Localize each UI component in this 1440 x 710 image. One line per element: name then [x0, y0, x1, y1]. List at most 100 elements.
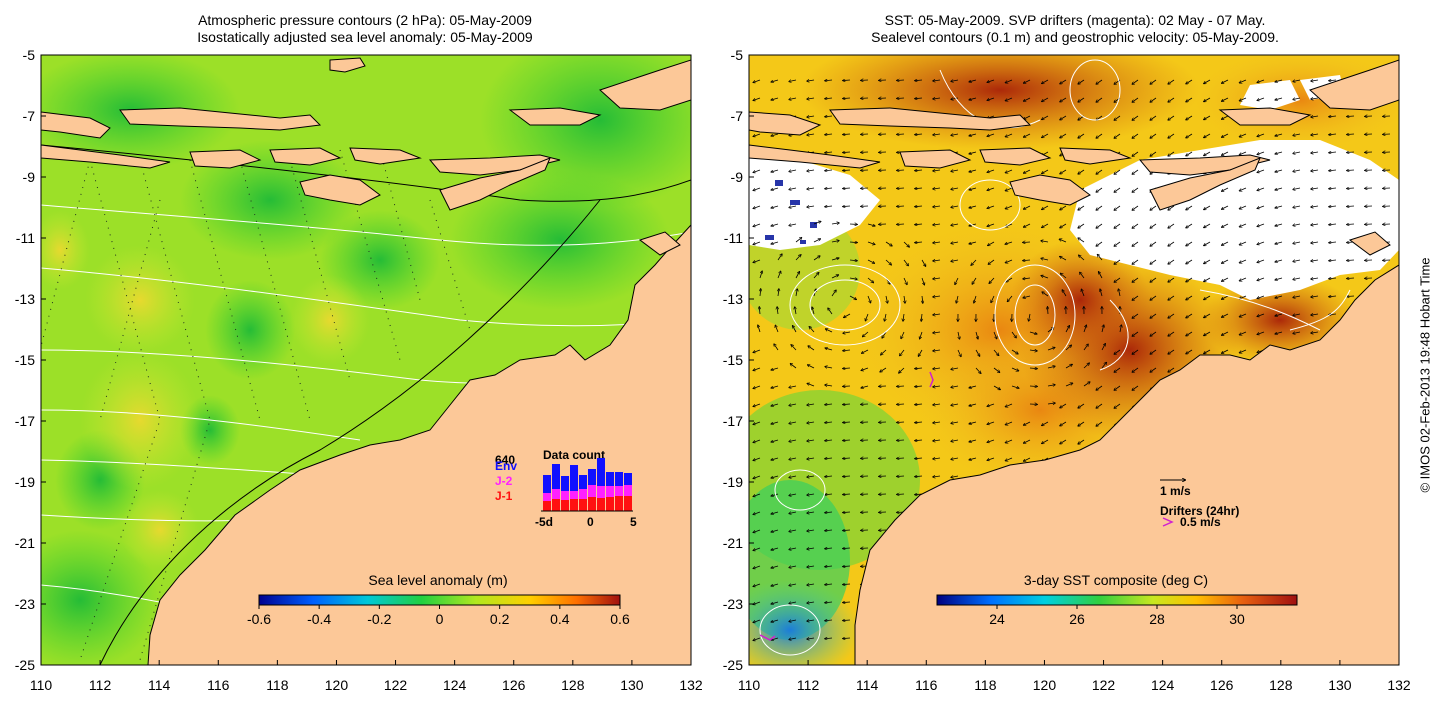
sla-cbtick-3: 0 [436, 611, 444, 627]
sla-colorbar-ticks: -0.6 -0.4 -0.2 0 0.2 0.4 0.6 [247, 605, 630, 627]
data-count-bar [552, 464, 560, 489]
data-count-bar [561, 476, 569, 491]
sealevel-contours [759, 59, 1351, 656]
right-xtick-4: 118 [974, 677, 997, 693]
data-count-bar [588, 497, 596, 511]
right-ytick-6: -17 [723, 413, 743, 429]
right-xtick-8: 126 [1210, 677, 1234, 693]
left-ytick-0: -5 [23, 47, 36, 63]
right-xtick-3: 116 [915, 677, 938, 693]
left-xtick-10: 130 [620, 677, 644, 693]
data-count-bar [579, 489, 587, 499]
sst-colorbar-label: 3-day SST composite (deg C) [1024, 572, 1208, 588]
right-xtick-1: 112 [797, 677, 820, 693]
right-ytick-7: -19 [723, 474, 743, 490]
data-count-bar [561, 500, 569, 511]
sla-cbtick-6: 0.6 [610, 611, 630, 627]
data-count-bar [543, 475, 551, 493]
data-count-bar [552, 499, 560, 511]
right-ytick-10: -25 [723, 657, 743, 673]
velocity-scale-label: 1 m/s [1160, 484, 1191, 498]
data-count-bar [570, 491, 578, 499]
right-title-line2: Sealevel contours (0.1 m) and geostrophi… [871, 29, 1279, 45]
sea-level-anomaly-map [41, 55, 691, 665]
data-count-bar [552, 489, 560, 499]
right-xtick-0: 110 [738, 677, 761, 693]
data-count-bar [606, 472, 614, 486]
right-axes: 110 112 114 116 118 120 122 124 126 128 130 132 -5 -7… [723, 47, 1411, 693]
credit-text: © IMOS 02-Feb-2013 19:48 Hobart Time [1417, 257, 1433, 493]
data-count-bar [597, 486, 605, 498]
australia-land [147, 224, 691, 665]
left-xtick-11: 132 [679, 677, 703, 693]
left-panel-title: Atmospheric pressure contours (2 hPa): 0… [40, 12, 690, 46]
left-ytick-4: -13 [15, 291, 35, 307]
drifter-speed-label: 0.5 m/s [1180, 515, 1221, 529]
dc-xtick-1: 0 [587, 515, 594, 529]
data-count-bars [543, 458, 632, 511]
right-ytick-5: -15 [723, 352, 743, 368]
data-count-bar [624, 485, 632, 496]
sla-colorbar-label: Sea level anomaly (m) [368, 572, 507, 588]
sst-cbtick-3: 30 [1229, 611, 1245, 627]
data-count-bar [615, 472, 623, 486]
dc-xtick-2: 5 [630, 515, 637, 529]
data-count-bar [606, 497, 614, 511]
sst-cbtick-1: 26 [1069, 611, 1085, 627]
data-count-bar [588, 485, 596, 497]
left-ytick-7: -19 [15, 474, 35, 490]
left-xtick-9: 128 [561, 677, 585, 693]
sst-map [749, 55, 1399, 665]
left-title-line2: Isostatically adjusted sea level anomaly… [197, 29, 533, 45]
right-xtick-5: 120 [1033, 677, 1057, 693]
data-count-inset: 640 Env J-2 J-1 Data count -5d 0 5 [495, 448, 637, 529]
left-ytick-9: -23 [15, 596, 35, 612]
data-count-bar [570, 499, 578, 511]
legend-j2: J-2 [495, 474, 513, 488]
right-xtick-9: 128 [1269, 677, 1293, 693]
islands [41, 57, 691, 256]
left-ytick-1: -7 [23, 108, 36, 124]
left-ytick-6: -17 [15, 413, 35, 429]
left-xtick-4: 118 [266, 677, 289, 693]
data-count-bar [615, 496, 623, 511]
left-xtick-5: 120 [325, 677, 349, 693]
legend-env: Env [495, 459, 517, 473]
data-count-bar [624, 496, 632, 511]
right-xtick-6: 122 [1092, 677, 1116, 693]
data-count-title: Data count [543, 448, 605, 462]
sst-cbtick-0: 24 [989, 611, 1005, 627]
sst-colorbar-ticks: 24 26 28 30 [989, 605, 1245, 627]
left-xtick-6: 122 [384, 677, 408, 693]
left-ytick-10: -25 [15, 657, 35, 673]
left-xtick-8: 126 [502, 677, 526, 693]
left-ytick-8: -21 [15, 535, 35, 551]
left-title-line1: Atmospheric pressure contours (2 hPa): 0… [198, 12, 532, 28]
left-axes: 110 112 114 116 118 120 122 124 126 128 130 132 -5 -7… [15, 47, 703, 693]
right-ytick-4: -13 [723, 291, 743, 307]
data-count-bar [606, 486, 614, 497]
left-ytick-3: -11 [16, 230, 35, 246]
left-xtick-2: 114 [148, 677, 171, 693]
left-xtick-1: 112 [89, 677, 112, 693]
right-xtick-7: 124 [1151, 677, 1175, 693]
sla-cbtick-2: -0.2 [367, 611, 391, 627]
right-ytick-2: -9 [731, 169, 744, 185]
data-count-bar [588, 469, 596, 485]
right-xtick-2: 114 [856, 677, 879, 693]
data-count-bar [597, 498, 605, 511]
sla-cbtick-1: -0.4 [307, 611, 331, 627]
islands-sst [749, 59, 1399, 256]
legend-j1: J-1 [495, 489, 513, 503]
data-count-bar [597, 458, 605, 486]
cloud-noise [765, 180, 817, 244]
left-ytick-5: -15 [15, 352, 35, 368]
sla-cbtick-0: -0.6 [247, 611, 271, 627]
right-ytick-8: -21 [723, 535, 743, 551]
data-count-bar [579, 475, 587, 489]
right-ytick-0: -5 [731, 47, 744, 63]
sst-cbtick-2: 28 [1149, 611, 1165, 627]
right-title-line1: SST: 05-May-2009. SVP drifters (magenta)… [884, 12, 1266, 28]
right-xtick-10: 130 [1328, 677, 1352, 693]
